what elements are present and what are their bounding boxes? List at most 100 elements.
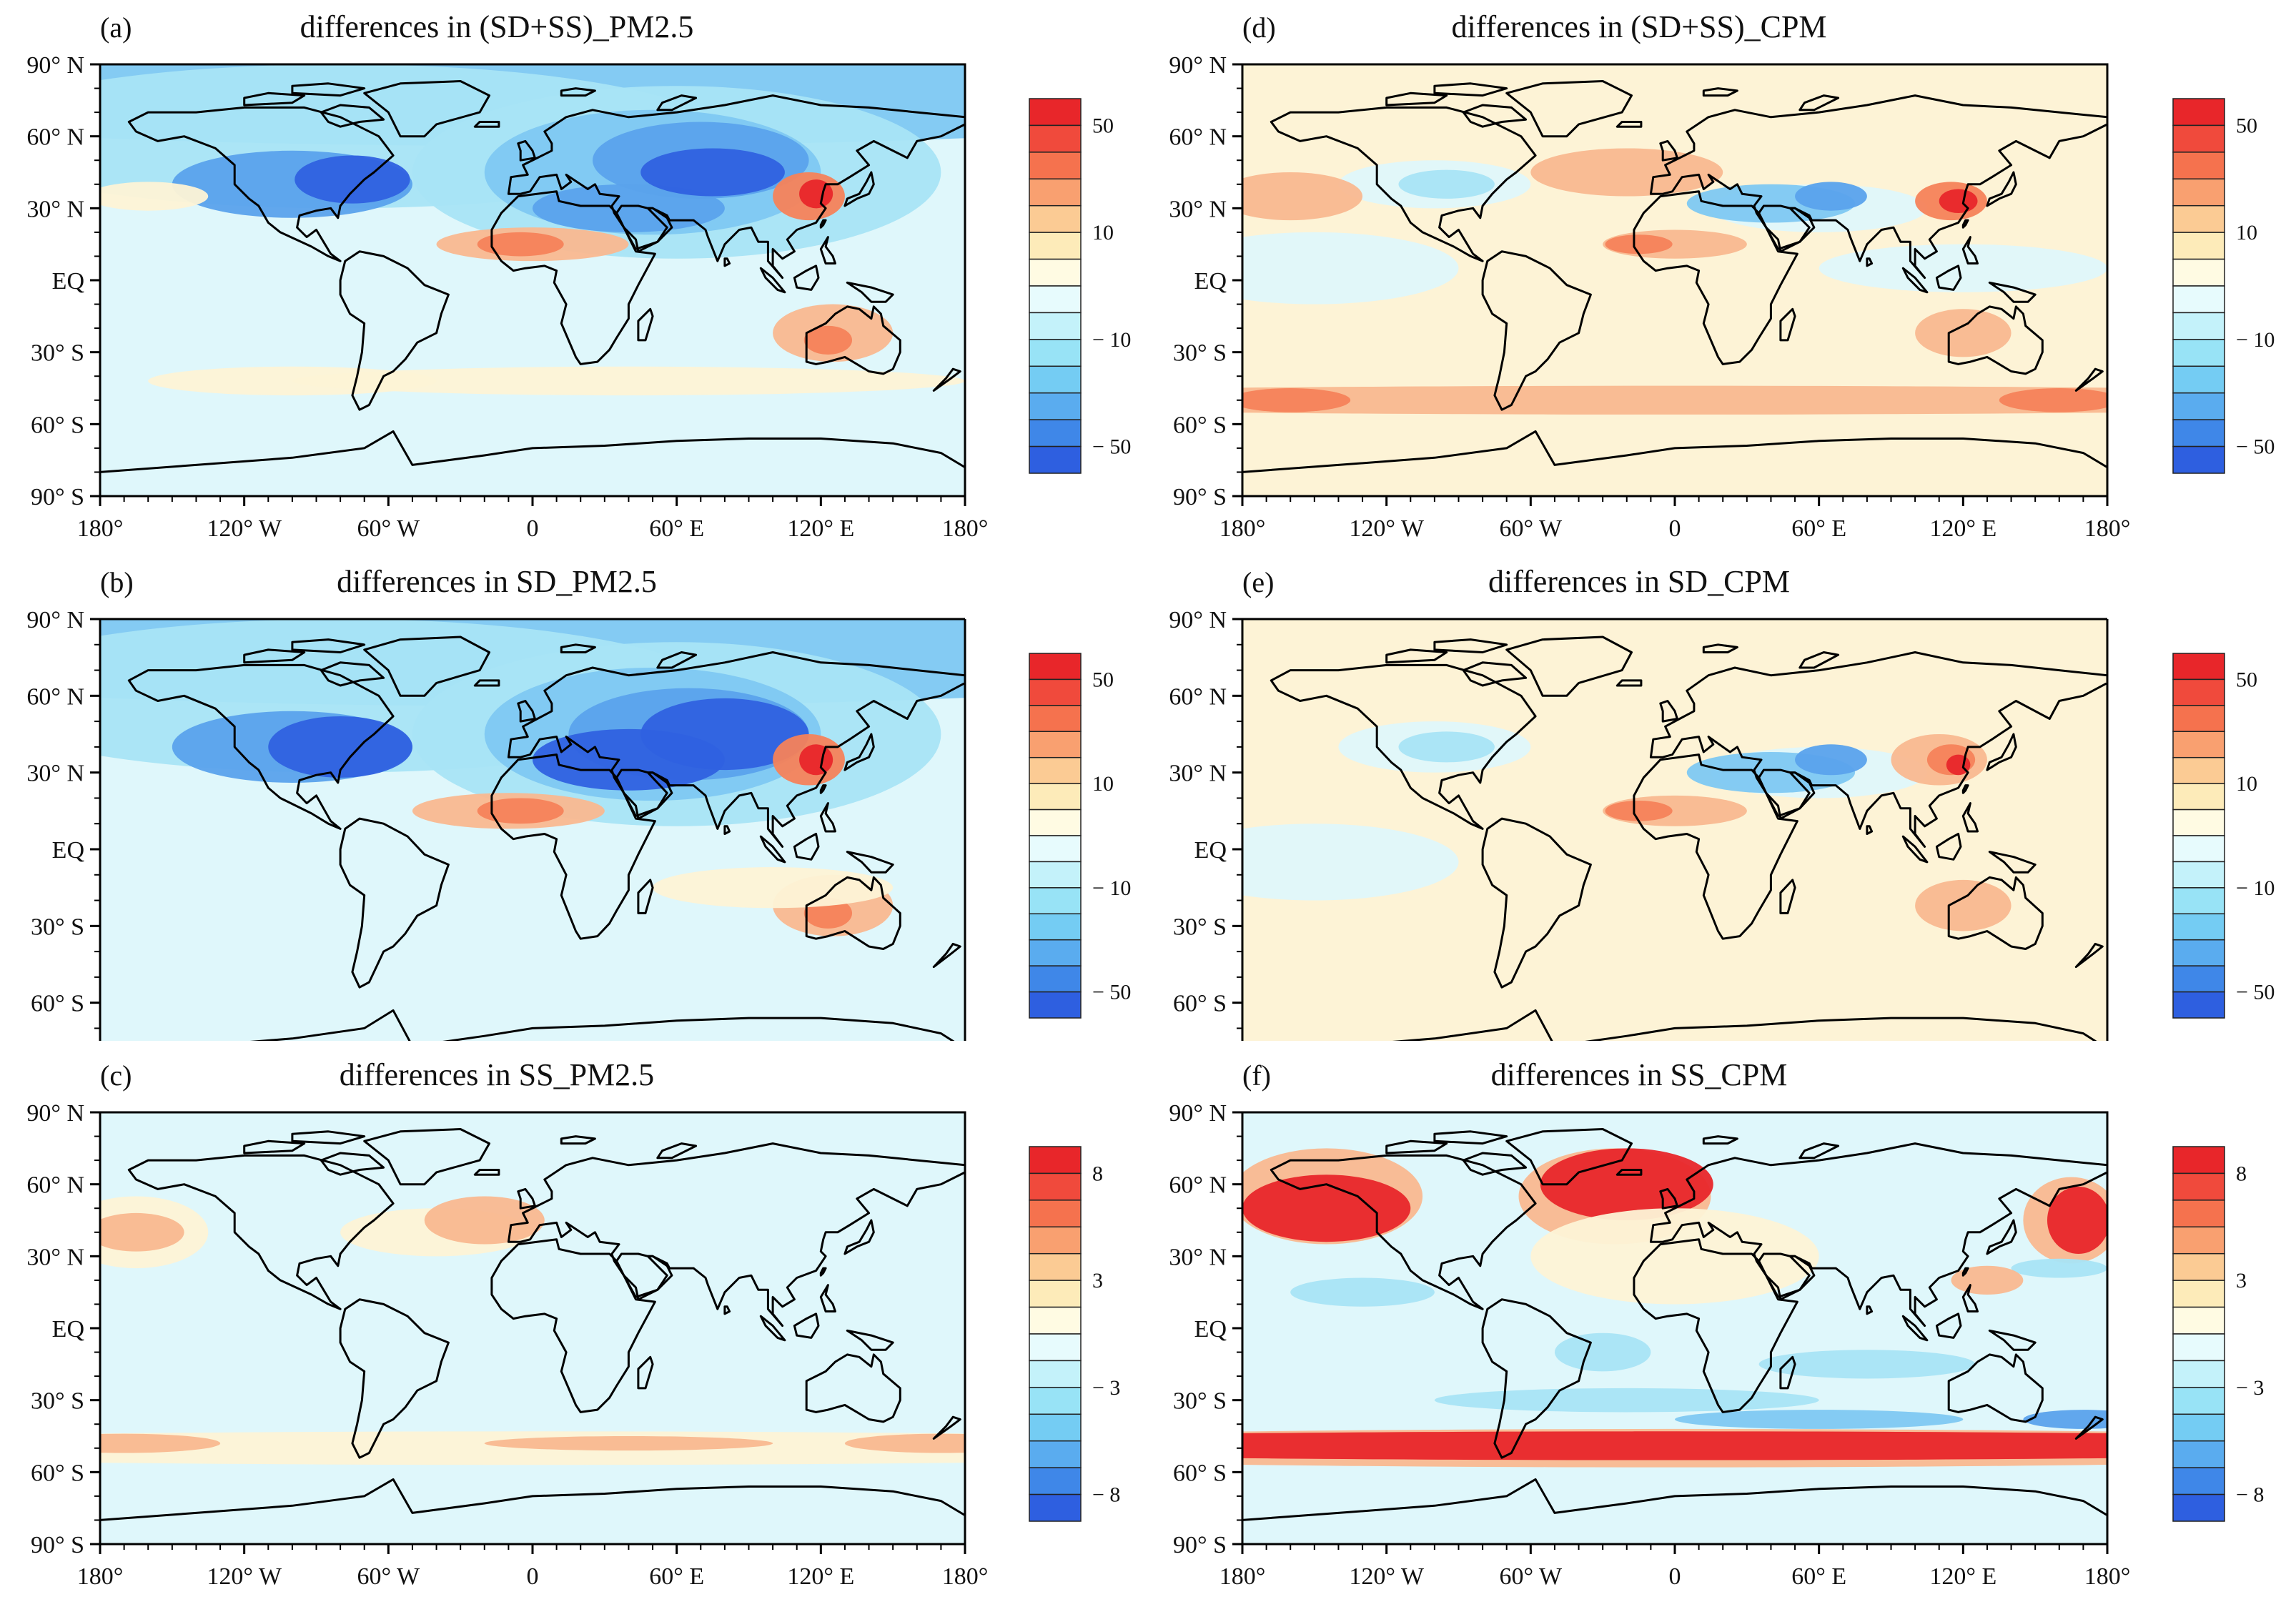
lon-tick-label: 180° xyxy=(1219,515,1266,542)
colorbar-swatch xyxy=(1029,1172,1082,1201)
coastline-arctic2 xyxy=(291,638,366,653)
coastline-arctic2 xyxy=(291,1130,366,1145)
colorbar-label: 10 xyxy=(1092,772,1114,796)
coastline-taiwan xyxy=(819,219,827,229)
colorbar-swatch xyxy=(1029,232,1082,260)
coastline-baffin xyxy=(320,1152,385,1176)
lat-tick-label: 90° N xyxy=(1169,607,1227,633)
lat-tick-label: 30° S xyxy=(1173,340,1227,367)
colorbar-swatch xyxy=(1029,913,1082,941)
coastline-svalbard xyxy=(1702,643,1738,653)
lon-tick-label: 120° E xyxy=(787,515,854,542)
coastline-antarctica xyxy=(1242,1478,2107,1544)
lat-tick-label: 90° N xyxy=(1169,52,1227,79)
coastline-borneo xyxy=(1935,1312,1962,1339)
field-blob xyxy=(424,1196,545,1245)
coastline-namerica xyxy=(127,106,395,262)
coastline-iceland xyxy=(1615,121,1643,128)
coastline-novaya xyxy=(1798,651,1840,669)
lon-tick-label: 0 xyxy=(527,1563,539,1590)
coastline-srilanka xyxy=(723,1305,731,1315)
panel-label: (b) xyxy=(100,566,134,598)
coastline-nz xyxy=(932,1415,961,1440)
colorbar-swatch xyxy=(1029,178,1082,207)
coastline-japan xyxy=(1986,1219,2017,1255)
colorbar-swatch xyxy=(1029,1387,1082,1415)
colorbar-swatch xyxy=(2172,913,2225,941)
colorbar-swatch xyxy=(1029,939,1082,966)
coastline-newguinea xyxy=(1988,281,2037,303)
field-blob xyxy=(1242,1431,2107,1460)
coastline-uk xyxy=(517,139,536,162)
colorbar-label: 50 xyxy=(1092,114,1114,137)
colorbar-label: 3 xyxy=(1092,1269,1103,1292)
lat-tick-label: 60° S xyxy=(31,1460,84,1486)
lat-tick-label: 90° N xyxy=(26,1100,84,1127)
lat-tick-label: 60° N xyxy=(26,124,84,151)
colorbar-label: − 8 xyxy=(1092,1483,1120,1507)
field-blob xyxy=(1434,1388,1819,1413)
coastline-philippines xyxy=(1961,802,1979,833)
coastline-nz xyxy=(932,367,961,392)
lat-tick-label: 60° N xyxy=(1169,124,1227,151)
colorbar-swatch xyxy=(1029,1440,1082,1468)
field-blob xyxy=(1242,172,1363,221)
field-blob xyxy=(640,698,809,771)
coastline-newguinea xyxy=(1988,1329,2037,1351)
map-b xyxy=(100,619,965,1041)
colorbar-swatch xyxy=(1029,1333,1082,1362)
coastline-namerica xyxy=(1270,1154,1537,1310)
field-blob xyxy=(292,366,965,396)
panel-d: 90° N 60° N 30° N EQ 30° S 60° S 90° S 180° 120°… xyxy=(1169,9,2275,542)
coastline-eurasia xyxy=(1649,1142,2107,1327)
coastline-australia xyxy=(805,1353,901,1423)
coastline-arabia xyxy=(615,1252,673,1298)
lat-tick-label: 30° S xyxy=(1173,1388,1227,1415)
field-blob xyxy=(1398,169,1495,199)
lon-tick-label: 60° W xyxy=(1500,515,1563,542)
lat-tick-label: 90° S xyxy=(31,484,84,510)
lat-tick-label: EQ xyxy=(52,837,84,864)
coastline-namerica xyxy=(1270,663,1537,830)
panel-label: (c) xyxy=(100,1059,132,1092)
coastline-srilanka xyxy=(723,825,731,835)
colorbar-swatch xyxy=(1029,678,1082,706)
lat-tick-label: 30° N xyxy=(26,196,84,222)
colorbar-label: − 3 xyxy=(1092,1376,1120,1400)
colorbar-swatch xyxy=(1029,835,1082,863)
lat-tick-label: 60° N xyxy=(1169,683,1227,710)
coastline-philippines xyxy=(1961,236,1979,264)
colorbar-swatch xyxy=(2172,783,2225,811)
lon-tick-label: 60° W xyxy=(357,1563,420,1590)
coastline-madagascar xyxy=(1779,1355,1796,1390)
coastline-arctic1 xyxy=(243,1139,306,1154)
colorbar-swatch xyxy=(1029,419,1082,448)
field-blob xyxy=(100,1212,184,1252)
lon-tick-label: 0 xyxy=(1669,515,1681,542)
field-blob xyxy=(1242,232,1459,305)
colorbar-swatch xyxy=(2172,1306,2225,1335)
colorbar-swatch xyxy=(2172,285,2225,314)
coastline-svalbard xyxy=(560,643,596,653)
colorbar-label: 10 xyxy=(1092,221,1114,244)
coastline-uk xyxy=(517,1187,536,1210)
panel-title: differences in SD_PM2.5 xyxy=(337,564,657,599)
map-d xyxy=(1242,64,2107,496)
coastline-madagascar xyxy=(1779,879,1796,914)
coastline-srilanka xyxy=(1866,1305,1874,1315)
lon-tick-label: 180° xyxy=(2084,1563,2131,1590)
colorbar-swatch xyxy=(2172,445,2225,474)
coastline-namerica xyxy=(127,663,395,830)
colorbar-label: 50 xyxy=(2236,114,2257,137)
coastline-arabia xyxy=(1758,204,1816,250)
coastline-samerica xyxy=(339,1298,450,1459)
colorbar-swatch xyxy=(1029,653,1082,681)
field-blob xyxy=(1605,801,1673,821)
coastline-borneo xyxy=(793,1312,820,1339)
colorbar-swatch xyxy=(2172,1387,2225,1415)
colorbar-swatch xyxy=(1029,1146,1082,1175)
lat-tick-label: 60° S xyxy=(1173,1460,1227,1486)
panel-label: (f) xyxy=(1242,1059,1271,1092)
colorbar-swatch xyxy=(2172,1280,2225,1308)
colorbar-label: − 10 xyxy=(2236,328,2275,352)
